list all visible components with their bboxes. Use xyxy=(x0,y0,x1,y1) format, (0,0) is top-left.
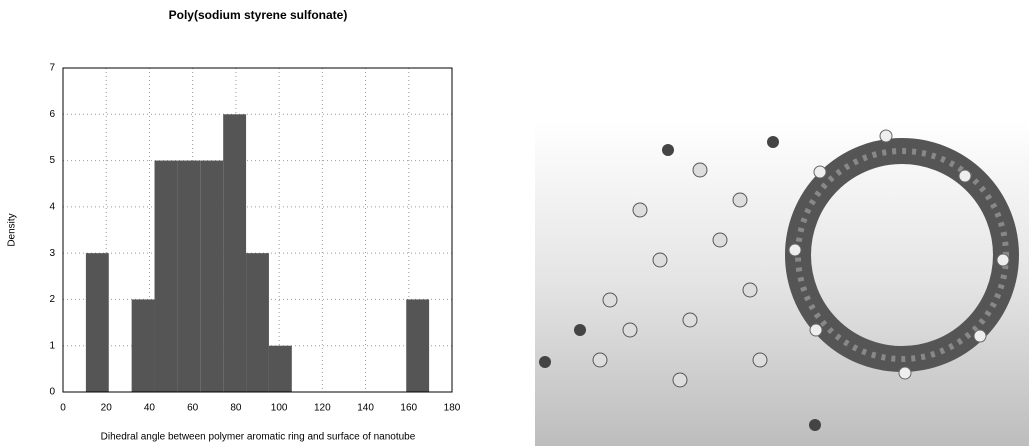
x-axis-label: Dihedral angle between polymer aromatic … xyxy=(101,432,416,443)
x-tick-label: 100 xyxy=(271,403,288,414)
x-tick-label: 0 xyxy=(60,403,66,414)
bar xyxy=(246,253,269,392)
bar xyxy=(154,160,178,392)
y-tick-label: 7 xyxy=(49,63,55,74)
bar xyxy=(177,160,201,392)
bar xyxy=(131,299,155,392)
bar xyxy=(200,160,224,392)
y-axis-label: Density xyxy=(7,213,18,246)
y-tick-label: 2 xyxy=(49,294,55,305)
y-tick-label: 0 xyxy=(49,387,55,398)
y-tick-label: 5 xyxy=(49,155,55,166)
y-tick-label: 3 xyxy=(49,248,55,259)
x-tick-label: 60 xyxy=(187,403,199,414)
x-tick-label: 180 xyxy=(444,403,461,414)
bar xyxy=(268,345,292,392)
y-tick-label: 4 xyxy=(49,201,55,212)
molecule-image xyxy=(535,120,1029,446)
chart-title: Poly(sodium styrene sulfonate) xyxy=(169,8,348,22)
y-tick-label: 1 xyxy=(49,340,55,351)
x-tick-label: 80 xyxy=(230,403,242,414)
bar xyxy=(406,299,430,392)
y-tick-label: 6 xyxy=(49,109,55,120)
x-tick-label: 140 xyxy=(357,403,374,414)
x-tick-label: 120 xyxy=(314,403,331,414)
x-tick-label: 40 xyxy=(144,403,156,414)
bar xyxy=(85,253,109,392)
bar xyxy=(223,114,247,393)
x-tick-label: 20 xyxy=(101,403,113,414)
plot-frame xyxy=(62,67,453,393)
x-tick-label: 160 xyxy=(400,403,417,414)
